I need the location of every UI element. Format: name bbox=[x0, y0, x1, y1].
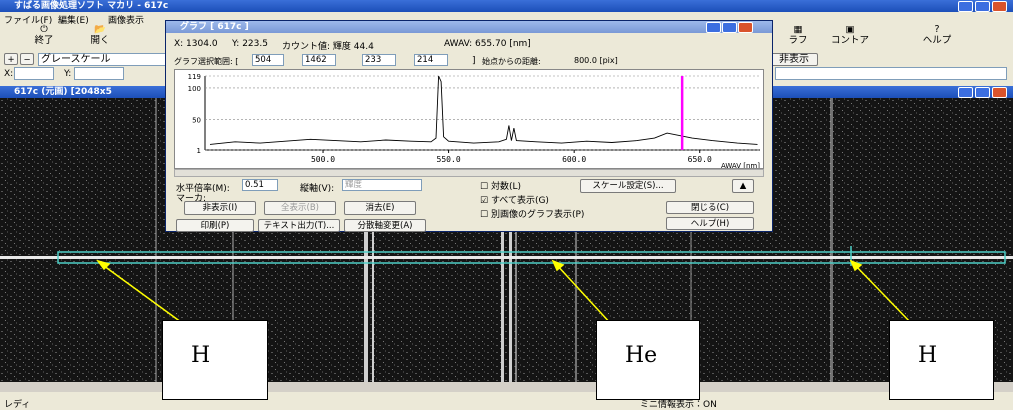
info-y: Y: 223.5 bbox=[232, 39, 268, 49]
maximize[interactable] bbox=[975, 87, 990, 98]
label: コントア bbox=[831, 35, 869, 46]
dispersion-button[interactable]: 分散軸変更(A) bbox=[344, 219, 426, 232]
show-marker[interactable]: 全表示(B) bbox=[264, 201, 336, 215]
scale-button[interactable]: スケール設定(S)... bbox=[580, 179, 676, 193]
range-field[interactable]: 233 bbox=[362, 54, 396, 66]
label: ヘルプ bbox=[923, 35, 952, 46]
label: 対数(L) bbox=[491, 182, 521, 192]
label: 開く bbox=[90, 35, 109, 46]
v-axis-combo[interactable]: 輝度 bbox=[342, 179, 422, 191]
info-count: カウント値: 輝度 44.4 bbox=[282, 39, 374, 52]
clear-marker[interactable]: 消去(E) bbox=[344, 201, 416, 215]
x-axis-label: AWAV [nm] bbox=[721, 162, 760, 169]
log-checkbox[interactable]: ☐ 対数(L) bbox=[480, 179, 521, 192]
distance: 800.0 [pix] bbox=[574, 56, 618, 65]
graph-title-bar: グラフ [ 617c ] bbox=[166, 21, 772, 33]
contour-button[interactable]: ▣コントア bbox=[828, 24, 872, 46]
plot: 1 50 100 119 500.0 550.0 600.0 650.0 AWAV [nm] bbox=[174, 69, 764, 169]
y-tick-label: 50 bbox=[192, 116, 201, 124]
close[interactable] bbox=[992, 1, 1007, 12]
range-field[interactable]: 214 bbox=[414, 54, 448, 66]
graph-button[interactable]: ▦ラフ bbox=[780, 24, 816, 46]
minimize[interactable] bbox=[958, 87, 973, 98]
spectrum-trace bbox=[0, 256, 1013, 259]
spectrum-line bbox=[210, 76, 758, 144]
title-bar: すばる画像処理ソフト マカリ - 617c bbox=[0, 0, 1013, 12]
text-output-button[interactable]: テキスト出力(T)... bbox=[258, 219, 340, 232]
show-all-checkbox[interactable]: ☑ すべて表示(G) bbox=[480, 193, 549, 206]
screen: {"title_bar":{"title":"すばる画像処理ソフト マカリ - … bbox=[0, 0, 1013, 408]
help-button[interactable]: ヘルプ(H) bbox=[666, 217, 754, 230]
y-tick-label: 100 bbox=[188, 85, 201, 93]
x-field[interactable] bbox=[14, 67, 54, 80]
info-x: X: 1304.0 bbox=[174, 39, 218, 49]
x-tick-label: 550.0 bbox=[437, 155, 461, 164]
x-tick-label: 500.0 bbox=[311, 155, 335, 164]
other-image-checkbox[interactable]: ☐ 別画像のグラフ表示(P) bbox=[480, 207, 584, 220]
hide-marker[interactable]: 非表示(I) bbox=[184, 201, 256, 215]
label: 別画像のグラフ表示(P) bbox=[491, 210, 584, 220]
label: 終了 bbox=[34, 35, 53, 46]
annotation: H bbox=[162, 320, 268, 400]
range-label: グラフ選択範囲: [ bbox=[174, 56, 238, 67]
close[interactable] bbox=[738, 22, 753, 33]
maximize[interactable] bbox=[975, 1, 990, 12]
y-label: Y: bbox=[64, 69, 71, 79]
minimize[interactable] bbox=[958, 1, 973, 12]
open-button[interactable]: 📂開く bbox=[80, 24, 120, 46]
minimize[interactable] bbox=[706, 22, 721, 33]
exit-button[interactable]: ⏻終了 bbox=[24, 24, 64, 46]
title: グラフ [ 617c ] bbox=[180, 22, 249, 32]
annotation: He bbox=[596, 320, 700, 400]
collapse-button[interactable]: ▲ bbox=[732, 179, 754, 193]
x-tick-label: 600.0 bbox=[562, 155, 586, 164]
y-field[interactable] bbox=[74, 67, 124, 80]
hide-button[interactable]: 非表示 bbox=[770, 53, 818, 66]
title: すばる画像処理ソフト マカリ - 617c bbox=[14, 1, 168, 11]
label: すべて表示(G) bbox=[491, 196, 549, 206]
plot-scrollbar[interactable] bbox=[174, 169, 764, 177]
h-scale-field[interactable]: 0.51 bbox=[242, 179, 278, 191]
close[interactable] bbox=[992, 87, 1007, 98]
label: ラフ bbox=[788, 35, 807, 46]
close-button[interactable]: 閉じる(C) bbox=[666, 201, 754, 214]
info-field bbox=[775, 67, 1007, 80]
status-right: ミニ情報表示：ON bbox=[640, 397, 717, 410]
print-button[interactable]: 印刷(P) bbox=[176, 219, 254, 232]
x-label: X: bbox=[4, 69, 13, 79]
page: body{margin:0;width:1013px;height:408px;… bbox=[0, 0, 1013, 408]
distance-label: 始点からの距離: bbox=[482, 56, 541, 67]
scale-combo[interactable]: グレースケール bbox=[38, 53, 166, 66]
range-field[interactable]: 504 bbox=[252, 54, 284, 66]
h-scrollbar[interactable] bbox=[0, 382, 1013, 392]
graph-window: グラフ [ 617c ] X: 1304.0 Y: 223.5 カウント値: 輝… bbox=[165, 20, 773, 232]
annotation: H bbox=[889, 320, 994, 400]
x-tick-label: 650.0 bbox=[688, 155, 712, 164]
range-end: ] bbox=[472, 56, 476, 66]
y-tick-label: 119 bbox=[188, 73, 201, 81]
v-axis-label: 縦軸(V): bbox=[300, 181, 334, 194]
title: 617c (元画) [2048x5 bbox=[14, 87, 112, 97]
maximize[interactable] bbox=[722, 22, 737, 33]
y-tick-label: 1 bbox=[197, 147, 201, 155]
range-field[interactable]: 1462 bbox=[302, 54, 336, 66]
zoom-out[interactable]: − bbox=[20, 53, 34, 65]
info-awav: AWAV: 655.70 [nm] bbox=[444, 39, 531, 49]
help-button[interactable]: ?ヘルプ bbox=[915, 24, 959, 46]
status-left: レディ bbox=[4, 397, 30, 410]
zoom-in[interactable]: + bbox=[4, 53, 18, 65]
